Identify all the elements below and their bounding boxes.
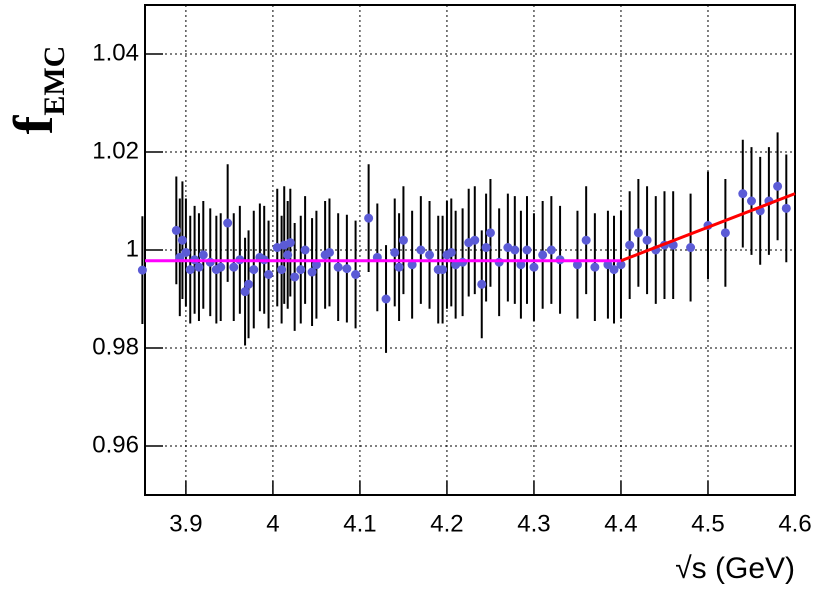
data-point: [285, 238, 295, 248]
plot-frame: [144, 4, 796, 496]
data-point: [311, 260, 321, 270]
data-point: [522, 245, 532, 255]
data-point: [438, 265, 448, 275]
data-point: [538, 250, 548, 260]
data-point: [470, 235, 480, 245]
data-point: [609, 265, 619, 275]
x-tick-label: 4.2: [430, 510, 463, 537]
data-point: [746, 196, 756, 206]
data-point: [240, 287, 250, 297]
data-point: [223, 218, 233, 228]
data-point: [686, 243, 696, 253]
data-point: [485, 228, 495, 238]
data-point: [625, 240, 635, 250]
data-point: [137, 265, 147, 275]
data-point: [177, 235, 187, 245]
data-point: [277, 265, 287, 275]
y-label-main: f: [3, 114, 65, 134]
data-point: [738, 189, 748, 199]
data-point: [720, 228, 730, 238]
data-point: [307, 267, 317, 277]
x-tick-label: 3.9: [169, 510, 202, 537]
y-axis-label: fEMC: [3, 46, 71, 135]
data-point: [477, 279, 487, 289]
data-point: [529, 262, 539, 272]
fit-line: [620, 192, 796, 263]
data-point: [416, 245, 426, 255]
data-point: [296, 265, 306, 275]
data-point: [451, 260, 461, 270]
y-tick-label: 1.04: [92, 39, 139, 66]
y-tick-label: 0.96: [92, 431, 139, 458]
data-point: [272, 243, 282, 253]
x-axis-label: √s (GeV): [675, 552, 795, 585]
data-point: [398, 235, 408, 245]
data-point: [581, 235, 591, 245]
data-point: [481, 243, 491, 253]
data-point: [603, 260, 613, 270]
data-point: [516, 260, 526, 270]
data-point: [446, 247, 456, 257]
x-tick-label: 4.1: [343, 510, 376, 537]
data-point: [216, 262, 226, 272]
data-point: [290, 272, 300, 282]
data-point: [572, 260, 582, 270]
data-point: [394, 262, 404, 272]
x-tick-label: 4.3: [517, 510, 550, 537]
data-point: [171, 225, 181, 235]
data-point: [181, 247, 191, 257]
data-point: [390, 247, 400, 257]
data-point: [616, 260, 626, 270]
data-point: [264, 270, 274, 279]
x-tick-label: 4.6: [778, 510, 811, 537]
data-point: [229, 262, 239, 272]
data-point: [781, 203, 791, 213]
data-point: [194, 262, 204, 272]
data-point: [590, 262, 600, 272]
data-point: [425, 250, 435, 260]
data-point: [342, 264, 352, 274]
data-point: [351, 270, 361, 279]
data-point: [249, 265, 259, 275]
data-point: [198, 250, 208, 260]
y-tick-label: 0.98: [92, 333, 139, 360]
data-point: [407, 260, 417, 270]
data-point: [333, 262, 343, 272]
x-tick-label: 4.4: [604, 510, 637, 537]
y-tick-label: 1.02: [92, 137, 139, 164]
data-point: [381, 294, 391, 304]
data-point: [773, 181, 783, 191]
data-point: [300, 245, 310, 255]
x-tick-label: 4.5: [691, 510, 724, 537]
x-tick-label: 4: [266, 510, 279, 537]
data-point: [185, 265, 195, 275]
y-label-subscript: EMC: [38, 46, 71, 116]
data-point: [364, 213, 374, 223]
data-point: [642, 235, 652, 245]
data-point: [283, 250, 293, 260]
data-point: [510, 245, 520, 255]
data-point: [633, 228, 643, 238]
y-tick-label: 1: [126, 235, 139, 262]
data-point: [546, 245, 556, 255]
data-point: [324, 247, 334, 257]
data-point: [503, 243, 513, 253]
data-point: [244, 279, 254, 289]
